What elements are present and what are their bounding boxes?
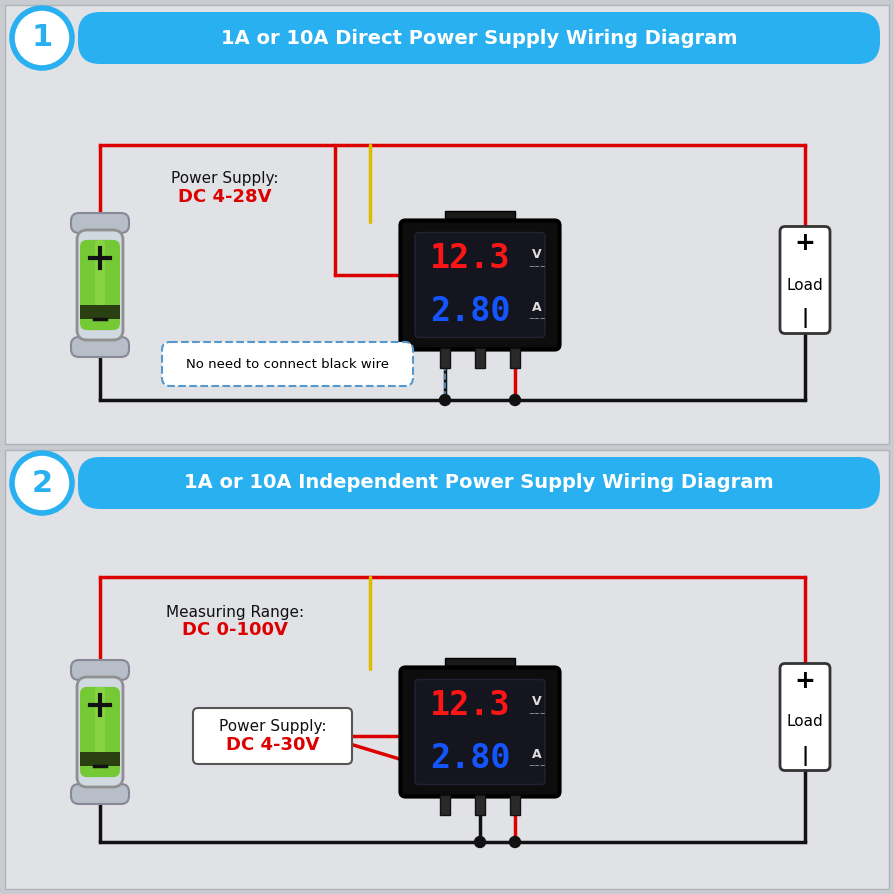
Bar [475, 348, 485, 367]
Text: ~~~: ~~~ [528, 763, 546, 769]
Text: +: + [795, 232, 815, 256]
FancyBboxPatch shape [71, 337, 129, 357]
Bar [5, 5, 889, 444]
Text: Measuring Range:: Measuring Range: [166, 604, 304, 620]
Text: V: V [532, 696, 542, 708]
Text: DC 0-100V: DC 0-100V [182, 621, 288, 639]
Circle shape [12, 8, 72, 68]
FancyBboxPatch shape [401, 221, 560, 350]
FancyBboxPatch shape [71, 213, 129, 233]
FancyBboxPatch shape [71, 660, 129, 680]
Text: V: V [532, 249, 542, 261]
Bar [5, 450, 889, 889]
Text: A: A [532, 747, 542, 761]
FancyBboxPatch shape [71, 784, 129, 804]
Text: |: | [801, 308, 808, 328]
Text: |: | [801, 746, 808, 765]
Text: A: A [532, 300, 542, 314]
Text: +: + [795, 669, 815, 693]
Circle shape [440, 394, 451, 406]
Bar [475, 795, 485, 814]
FancyBboxPatch shape [415, 232, 545, 338]
Text: 12.3: 12.3 [430, 242, 510, 275]
Text: DC 4-30V: DC 4-30V [226, 736, 319, 754]
Bar [440, 795, 450, 814]
Bar [510, 795, 520, 814]
FancyBboxPatch shape [780, 663, 830, 771]
FancyBboxPatch shape [80, 240, 120, 330]
FancyBboxPatch shape [77, 677, 123, 787]
Circle shape [510, 837, 520, 848]
Bar [80, 752, 120, 766]
Text: No need to connect black wire: No need to connect black wire [186, 358, 389, 370]
Text: Power Supply:: Power Supply: [219, 720, 326, 735]
FancyBboxPatch shape [162, 342, 413, 386]
Text: Load: Load [787, 277, 823, 292]
Text: 1: 1 [31, 23, 53, 53]
FancyBboxPatch shape [95, 687, 105, 757]
Bar [510, 348, 520, 367]
Bar [445, 210, 515, 223]
Circle shape [475, 837, 485, 848]
Circle shape [510, 394, 520, 406]
Text: Power Supply:: Power Supply: [172, 171, 279, 186]
FancyBboxPatch shape [78, 457, 880, 509]
Text: 2: 2 [31, 468, 53, 497]
Text: 12.3: 12.3 [430, 689, 510, 722]
FancyBboxPatch shape [193, 708, 352, 764]
Bar [80, 305, 120, 319]
Circle shape [12, 453, 72, 513]
Text: ~~~: ~~~ [528, 264, 546, 270]
Text: Load: Load [787, 714, 823, 730]
FancyBboxPatch shape [80, 687, 120, 777]
Text: ~~~: ~~~ [528, 316, 546, 322]
Text: 1A or 10A Independent Power Supply Wiring Diagram: 1A or 10A Independent Power Supply Wirin… [184, 474, 774, 493]
FancyBboxPatch shape [401, 668, 560, 797]
FancyBboxPatch shape [77, 230, 123, 340]
Bar [440, 348, 450, 367]
FancyBboxPatch shape [95, 240, 105, 310]
Text: ~~~: ~~~ [528, 711, 546, 717]
FancyBboxPatch shape [780, 226, 830, 333]
Text: 2.80: 2.80 [430, 295, 510, 328]
Text: 1A or 10A Direct Power Supply Wiring Diagram: 1A or 10A Direct Power Supply Wiring Dia… [221, 29, 738, 47]
FancyBboxPatch shape [78, 12, 880, 64]
Text: 2.80: 2.80 [430, 742, 510, 775]
Bar [445, 657, 515, 670]
Text: DC 4-28V: DC 4-28V [178, 188, 272, 206]
FancyBboxPatch shape [415, 679, 545, 785]
